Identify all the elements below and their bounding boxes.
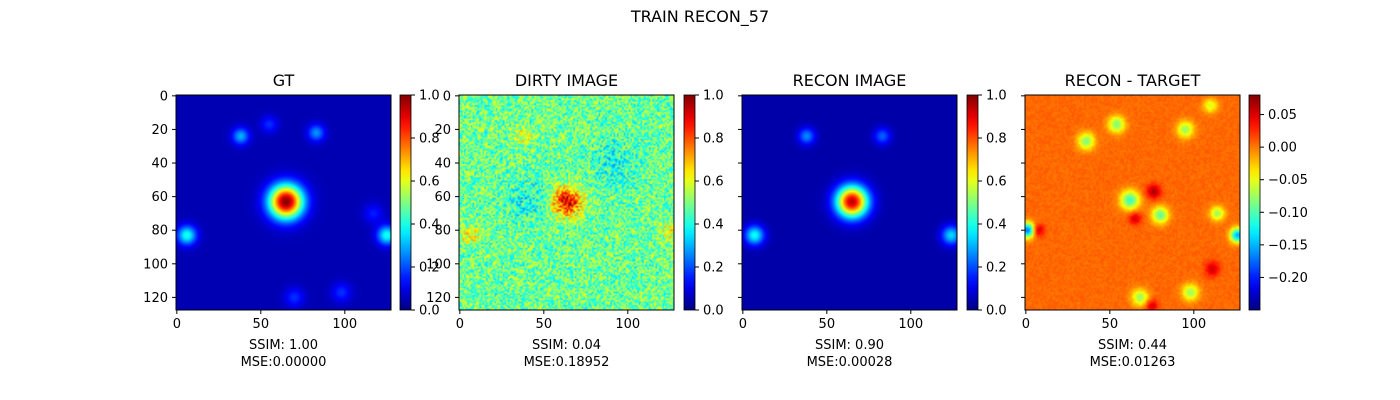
panel-title: GT bbox=[273, 71, 295, 90]
x-tick-label: 100 bbox=[1181, 317, 1206, 332]
heatmap-image bbox=[1025, 95, 1240, 310]
panel-gt: GT 0 50 100 0 20 40 60 80 100 120 SSIM: 1.00 MSE:0.0… bbox=[143, 71, 440, 370]
colorbar-tick-label: 0.6 bbox=[419, 175, 440, 190]
x-tick-label: 50 bbox=[253, 317, 270, 332]
y-tick-label: 40 bbox=[151, 157, 168, 172]
x-tick-label: 50 bbox=[1102, 317, 1119, 332]
colorbar bbox=[1248, 94, 1261, 311]
panel-title: DIRTY IMAGE bbox=[515, 71, 618, 90]
panel-title: RECON IMAGE bbox=[793, 71, 907, 90]
mse-label: MSE:0.00000 bbox=[241, 355, 327, 370]
x-tick-label: 0 bbox=[739, 317, 747, 332]
colorbar-tick-label: 0.4 bbox=[703, 218, 724, 233]
colorbar-tick-label: 0.2 bbox=[419, 261, 440, 276]
panel-recon-target: RECON - TARGET 0 50 100 SSIM: 0.44 MSE:0.0126… bbox=[1021, 71, 1308, 370]
panel-recon-image: RECON IMAGE 0 50 100 SSIM: 0.90 MSE:0.00028 0.… bbox=[738, 71, 1007, 370]
ssim-label: SSIM: 0.44 bbox=[1098, 338, 1167, 353]
x-tick-label: 100 bbox=[615, 317, 640, 332]
x-tick-label: 0 bbox=[1022, 317, 1030, 332]
colorbar-tick-label: 0.8 bbox=[703, 132, 724, 147]
axes-frame bbox=[741, 94, 958, 311]
x-tick-label: 100 bbox=[332, 317, 357, 332]
y-tick-label: 60 bbox=[151, 190, 168, 205]
colorbar-tick-label: 0.4 bbox=[419, 218, 440, 233]
x-tick-label: 50 bbox=[536, 317, 553, 332]
y-tick-label: 40 bbox=[434, 157, 451, 172]
colorbar-tick-label: 1.0 bbox=[703, 89, 724, 104]
mse-label: MSE:0.18952 bbox=[524, 355, 610, 370]
y-tick-label: 0 bbox=[443, 89, 451, 104]
colorbar bbox=[399, 94, 412, 311]
y-tick-label: 80 bbox=[151, 224, 168, 239]
colorbar-tick-label: 0.6 bbox=[703, 175, 724, 190]
colorbar-tick-label: −0.10 bbox=[1268, 206, 1308, 221]
ssim-label: SSIM: 0.04 bbox=[532, 338, 601, 353]
y-tick-label: 120 bbox=[143, 291, 168, 306]
colorbar-tick-label: 0.8 bbox=[986, 132, 1007, 147]
heatmap-image bbox=[459, 95, 674, 310]
colorbar-tick-label: 0.00 bbox=[1268, 141, 1297, 156]
colorbar-tick-label: 0.8 bbox=[419, 132, 440, 147]
ssim-label: SSIM: 1.00 bbox=[249, 338, 318, 353]
y-tick-label: 20 bbox=[151, 123, 168, 138]
axes-frame bbox=[1024, 94, 1241, 311]
heatmap-image bbox=[742, 95, 957, 310]
figure-title: TRAIN RECON_57 bbox=[630, 7, 769, 27]
panel-dirty-image: DIRTY IMAGE 0 50 100 0 20 40 60 80 100 120 SSIM: 0.… bbox=[426, 71, 724, 370]
colorbar-tick-label: 0.0 bbox=[419, 304, 440, 319]
y-tick-label: 20 bbox=[434, 123, 451, 138]
colorbar-tick-label: 0.2 bbox=[703, 261, 724, 276]
y-tick-label: 100 bbox=[426, 257, 451, 272]
x-tick-label: 100 bbox=[898, 317, 923, 332]
x-tick-label: 0 bbox=[456, 317, 464, 332]
x-tick-label: 50 bbox=[819, 317, 836, 332]
colorbar-tick-label: 1.0 bbox=[986, 89, 1007, 104]
mse-label: MSE:0.00028 bbox=[807, 355, 893, 370]
colorbar-tick-label: 0.05 bbox=[1268, 108, 1297, 123]
colorbar-tick-label: −0.20 bbox=[1268, 271, 1308, 286]
ssim-label: SSIM: 0.90 bbox=[815, 338, 884, 353]
y-tick-label: 120 bbox=[426, 291, 451, 306]
colorbar-tick-label: 0.2 bbox=[986, 261, 1007, 276]
panel-title: RECON - TARGET bbox=[1065, 71, 1201, 90]
y-tick-label: 0 bbox=[160, 89, 168, 104]
colorbar-tick-label: 0.0 bbox=[703, 304, 724, 319]
colorbar-tick-label: −0.05 bbox=[1268, 173, 1308, 188]
colorbar-tick-label: 0.0 bbox=[986, 304, 1007, 319]
x-tick-label: 0 bbox=[173, 317, 181, 332]
y-tick-label: 60 bbox=[434, 190, 451, 205]
colorbar-tick-label: 1.0 bbox=[419, 89, 440, 104]
y-tick-label: 80 bbox=[434, 224, 451, 239]
colorbar bbox=[683, 94, 696, 311]
axes-frame bbox=[458, 94, 675, 311]
colorbar-tick-label: 0.4 bbox=[986, 218, 1007, 233]
colorbar bbox=[966, 94, 979, 311]
y-tick-label: 100 bbox=[143, 257, 168, 272]
mse-label: MSE:0.01263 bbox=[1090, 355, 1176, 370]
axes-frame bbox=[175, 94, 392, 311]
colorbar-tick-label: 0.6 bbox=[986, 175, 1007, 190]
colorbar-tick-label: −0.15 bbox=[1268, 238, 1308, 253]
heatmap-image bbox=[176, 95, 391, 310]
